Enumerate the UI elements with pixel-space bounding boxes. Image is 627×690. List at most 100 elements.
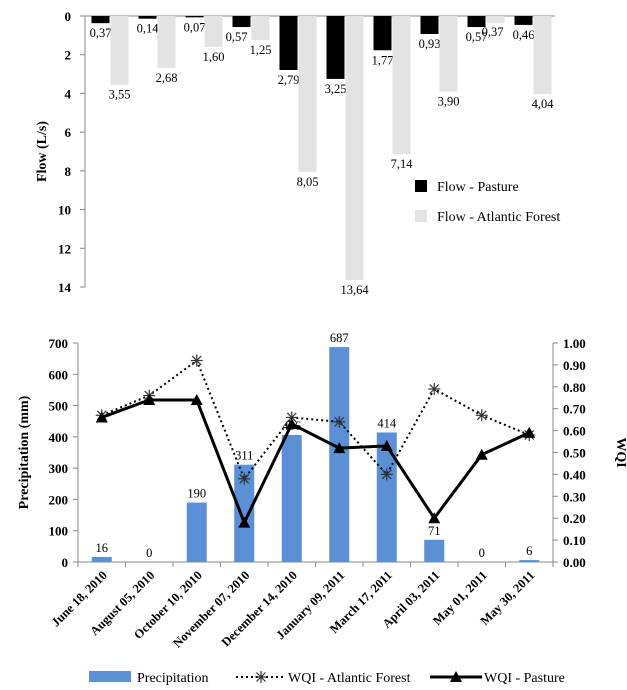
flow-data-label: 0,14 <box>137 22 160 36</box>
flow-bar-pasture <box>232 16 251 28</box>
wqi-marker-pasture <box>475 448 488 460</box>
precipitation-bar <box>329 347 350 562</box>
wqi-y-tick-label: 0.00 <box>563 555 586 570</box>
wqi-y-tick-label: 0.70 <box>563 402 586 417</box>
precipitation-data-label: 687 <box>330 331 349 345</box>
flow-y-tick-label: 0 <box>65 9 72 24</box>
precipitation-data-label: 16 <box>96 541 109 555</box>
precip-y-tick-label: 600 <box>49 367 69 382</box>
flow-y-tick-label: 14 <box>58 280 72 295</box>
flow-data-label: 0,57 <box>226 30 248 44</box>
precipitation-wqi-chart: 01002003004005006007000.000.100.200.300.… <box>17 331 627 686</box>
flow-bar-pasture <box>514 16 533 25</box>
flow-y-tick-label: 4 <box>65 86 72 101</box>
wqi-y-tick-label: 0.60 <box>563 424 586 439</box>
wqi-marker-pasture <box>238 516 251 528</box>
flow-data-label: 1,25 <box>250 43 272 57</box>
legend-label: WQI - Atlantic Forest <box>288 671 411 686</box>
wqi-marker-atlantic-forest <box>428 382 441 395</box>
precipitation-bar <box>91 556 112 562</box>
legend-marker-triangle <box>450 671 462 682</box>
precipitation-bar <box>186 502 207 562</box>
wqi-marker-pasture <box>380 439 393 451</box>
flow-data-label: 3,55 <box>109 88 131 102</box>
wqi-marker-pasture <box>143 393 156 405</box>
flow-data-label: 1,77 <box>372 53 394 67</box>
wqi-y-tick-label: 0.10 <box>563 533 586 548</box>
wqi-marker-pasture <box>95 411 108 423</box>
legend-marker-asterisk <box>255 671 267 683</box>
flow-bar-atlantic-forest <box>204 16 223 47</box>
wqi-y-axis-title: WQI <box>613 437 627 467</box>
flow-bar-pasture <box>185 16 204 18</box>
flow-bar-atlantic-forest <box>298 16 317 172</box>
flow-y-tick-label: 6 <box>65 125 72 140</box>
wqi-marker-atlantic-forest <box>238 472 251 485</box>
flow-data-label: 0,93 <box>419 37 441 51</box>
wqi-y-tick-label: 0.30 <box>563 489 586 504</box>
flow-y-tick-label: 10 <box>58 203 71 218</box>
precipitation-bar <box>519 560 540 562</box>
flow-y-tick-label: 12 <box>58 241 71 256</box>
precip-y-tick-label: 300 <box>49 461 69 476</box>
wqi-marker-pasture <box>333 442 346 454</box>
flow-bar-pasture <box>373 16 392 51</box>
flow-bar-pasture <box>91 16 110 24</box>
flow-data-label: 2,68 <box>156 71 178 85</box>
flow-bar-atlantic-forest <box>110 16 129 85</box>
wqi-marker-pasture <box>285 418 298 430</box>
wqi-marker-pasture <box>523 426 536 438</box>
precip-y-tick-label: 700 <box>49 336 69 351</box>
flow-data-label: 0,37 <box>482 25 504 39</box>
wqi-line-pasture <box>101 398 530 527</box>
precip-y-tick-label: 400 <box>49 430 69 445</box>
wqi-line-atlantic-forest <box>101 358 530 481</box>
flow-bar-atlantic-forest <box>345 16 364 281</box>
legend-swatch-flow-pasture <box>415 180 427 192</box>
wqi-marker-atlantic-forest <box>475 409 488 422</box>
precipitation-data-label: 71 <box>428 524 441 538</box>
flow-bar-atlantic-forest <box>439 16 458 92</box>
flow-chart: 0 2 4 6 8 10 12 14 Flow (L/s) 0,37 0,14 0,07 0,57 2,7… <box>35 9 560 297</box>
wqi-marker-pasture <box>190 393 203 405</box>
precipitation-data-label: 190 <box>187 487 206 501</box>
flow-data-label: 0,37 <box>90 26 112 40</box>
flow-data-label: 0,57 <box>466 30 488 44</box>
legend-label: Flow - Pasture <box>437 180 519 195</box>
precipitation-data-label: 414 <box>377 416 397 430</box>
wqi-marker-atlantic-forest <box>190 354 203 367</box>
wqi-y-tick-label: 0.80 <box>563 380 586 395</box>
flow-data-label: 13,64 <box>340 283 369 297</box>
precip-y-tick-label: 0 <box>62 555 69 570</box>
legend-label: Flow - Atlantic Forest <box>437 210 560 225</box>
legend-label: WQI - Pasture <box>484 671 565 686</box>
flow-bar-atlantic-forest <box>486 16 505 24</box>
flow-bar-atlantic-forest <box>157 16 176 68</box>
flow-data-label: 7,14 <box>391 157 414 171</box>
flow-data-label: 4,04 <box>532 97 555 111</box>
legend-swatch-precipitation <box>89 671 131 682</box>
flow-y-tick-label: 8 <box>65 164 72 179</box>
flow-data-label: 0,07 <box>184 20 206 34</box>
legend-label: Precipitation <box>137 671 209 686</box>
flow-y-axis-title: Flow (L/s) <box>35 121 50 182</box>
flow-bar-pasture <box>467 16 486 28</box>
precip-y-tick-label: 500 <box>49 399 69 414</box>
flow-data-label: 0,46 <box>513 28 535 42</box>
wqi-y-tick-label: 1.00 <box>563 336 586 351</box>
wqi-y-tick-label: 0.40 <box>563 467 586 482</box>
legend-swatch-flow-atlantic-forest <box>415 210 427 222</box>
flow-bar-atlantic-forest <box>392 16 411 155</box>
precipitation-bar <box>281 434 302 562</box>
flow-y-tick-label: 2 <box>65 48 72 63</box>
precip-y-tick-label: 100 <box>49 524 69 539</box>
wqi-marker-pasture <box>428 512 441 524</box>
precip-y-axis-title: Precipitation (mm) <box>17 395 32 509</box>
wqi-marker-atlantic-forest <box>333 415 346 428</box>
wqi-y-tick-label: 0.90 <box>563 358 586 373</box>
precipitation-data-label: 0 <box>479 546 485 560</box>
flow-data-label: 3,90 <box>438 94 460 108</box>
flow-bar-atlantic-forest <box>251 16 270 41</box>
flow-bar-pasture <box>279 16 298 71</box>
